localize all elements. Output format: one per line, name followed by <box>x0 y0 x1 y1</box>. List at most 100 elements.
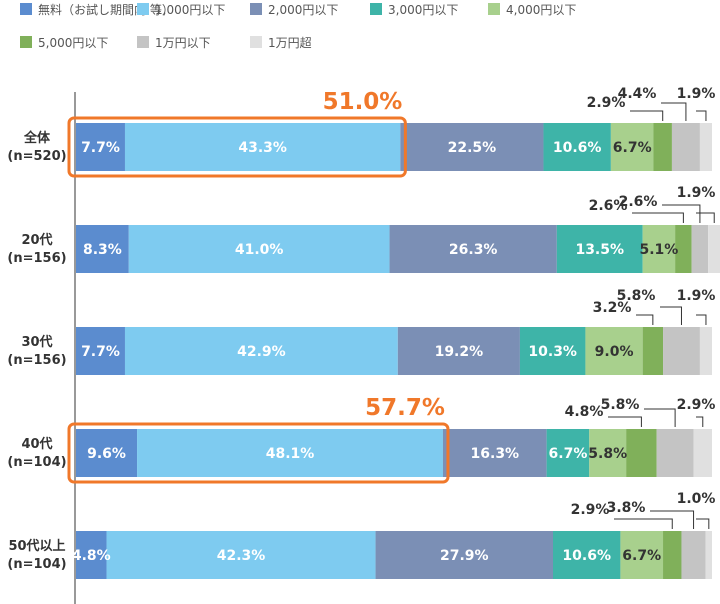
bar-segment <box>553 531 621 579</box>
bar-segment <box>675 225 692 273</box>
bar-segment <box>620 531 664 579</box>
bar-segment <box>76 123 125 171</box>
legend-item: 4,000円以下 <box>488 3 576 17</box>
bar-segment <box>705 531 712 579</box>
bar-row: 30代 (n=156) 7.7% 42.9% 19.2% 10.3% 9.0% 3.2%5.8… <box>7 288 715 375</box>
legend-item: 1万円超 <box>250 35 312 50</box>
legend-swatch <box>20 3 32 15</box>
legend-label: 1万円以下 <box>155 36 211 50</box>
bar-segment <box>699 327 712 375</box>
legend-swatch <box>250 3 262 15</box>
data-label: 8.3% <box>83 242 122 258</box>
data-label: 2.9% <box>677 397 716 413</box>
bar-segment <box>124 327 398 375</box>
legend-swatch <box>137 36 149 48</box>
bar-segment <box>642 225 676 273</box>
category-label-line: (n=156) <box>7 353 66 368</box>
leader-line <box>661 102 687 121</box>
bar-segment <box>106 531 376 579</box>
leader-line <box>630 110 664 121</box>
bar-segment <box>519 327 586 375</box>
leader-line <box>644 408 676 427</box>
legend-item: 1,000円以下 <box>137 3 225 17</box>
bar-row: 50代以上 (n=104) 4.8% 42.3% 27.9% 10.6% 6.7% 2.9%3… <box>7 491 715 579</box>
leader-line <box>696 110 707 121</box>
category-label: 50代以上 (n=104) <box>7 538 66 572</box>
bar-segment <box>642 327 664 375</box>
leader-line <box>696 314 707 325</box>
bar-segment <box>671 123 700 171</box>
leader-line <box>614 518 673 529</box>
legend-swatch <box>488 3 500 15</box>
bar-segment <box>76 531 107 579</box>
category-label-line: 50代以上 <box>8 538 65 554</box>
bar-segment <box>389 225 557 273</box>
data-label: 13.5% <box>575 242 624 258</box>
data-label: 7.7% <box>81 344 120 360</box>
legend-swatch <box>370 3 382 15</box>
legend-item: 3,000円以下 <box>370 3 458 17</box>
data-label: 2.9% <box>571 502 610 518</box>
bar-segment <box>681 531 706 579</box>
legend-swatch <box>250 36 262 48</box>
bar-row: 全体 (n=520) 7.7% 43.3% 22.5% 10.6% 6.7% 2.9%4.4%… <box>7 86 715 171</box>
data-label: 9.6% <box>87 446 126 462</box>
category-label-line: 20代 <box>21 232 52 248</box>
data-label: 10.6% <box>562 548 611 564</box>
leader-line <box>660 306 682 325</box>
data-label: 4.8% <box>565 404 604 420</box>
category-label: 全体 (n=520) <box>7 130 66 164</box>
category-label-line: (n=156) <box>7 251 66 266</box>
bar-row: 20代 (n=156) 8.3% 41.0% 26.3% 13.5% 5.1% 2.6%2.6… <box>7 185 720 273</box>
legend-label: 1万円超 <box>268 35 312 50</box>
data-label: 22.5% <box>448 140 497 156</box>
legend: 無料（お試し期間内 等）1,000円以下 2,000円以下 3,000円以下 4,00… <box>20 2 576 50</box>
data-label: 3.2% <box>593 300 632 316</box>
bar-segment <box>397 327 520 375</box>
bar-segment <box>556 225 643 273</box>
category-label-line: (n=520) <box>7 149 66 164</box>
leader-line <box>636 314 654 325</box>
legend-label: 4,000円以下 <box>506 3 576 17</box>
data-label: 42.3% <box>217 548 266 564</box>
bar-segment <box>708 225 720 273</box>
bar-segment <box>653 123 672 171</box>
data-label: 43.3% <box>238 140 287 156</box>
bar-segment <box>137 429 443 477</box>
data-label: 4.8% <box>72 548 111 564</box>
data-label: 5.8% <box>601 397 640 413</box>
highlight-box <box>67 116 407 178</box>
data-label: 1.9% <box>677 86 716 102</box>
bar-segment <box>124 123 401 171</box>
bar-segment <box>76 225 129 273</box>
data-label: 41.0% <box>235 242 284 258</box>
leader-line <box>696 212 715 223</box>
data-label: 6.7% <box>613 140 652 156</box>
category-label-line: 40代 <box>21 436 52 452</box>
data-label: 1.9% <box>677 288 716 304</box>
legend-swatch <box>20 36 32 48</box>
leader-line <box>608 416 642 427</box>
bar-segment <box>76 429 138 477</box>
data-label: 48.1% <box>266 446 315 462</box>
legend-item: 1万円以下 <box>137 36 211 50</box>
bar-segment <box>589 429 627 477</box>
category-label-line: 全体 <box>23 130 51 146</box>
bar-segment <box>585 327 643 375</box>
bar-segment <box>375 531 553 579</box>
leader-line <box>632 212 684 223</box>
data-label: 2.9% <box>587 95 626 111</box>
legend-item: 無料（お試し期間内 等） <box>20 2 174 17</box>
bar-segment <box>442 429 547 477</box>
highlight-box <box>67 422 450 484</box>
legend-item: 5,000円以下 <box>20 36 108 50</box>
data-label: 10.3% <box>528 344 577 360</box>
data-label: 1.9% <box>677 185 716 201</box>
data-label: 16.3% <box>471 446 520 462</box>
legend-label: 5,000円以下 <box>38 36 108 50</box>
legend-swatch <box>137 3 149 15</box>
bar-segment <box>693 429 712 477</box>
leader-line <box>662 204 701 223</box>
data-label: 6.7% <box>549 446 588 462</box>
